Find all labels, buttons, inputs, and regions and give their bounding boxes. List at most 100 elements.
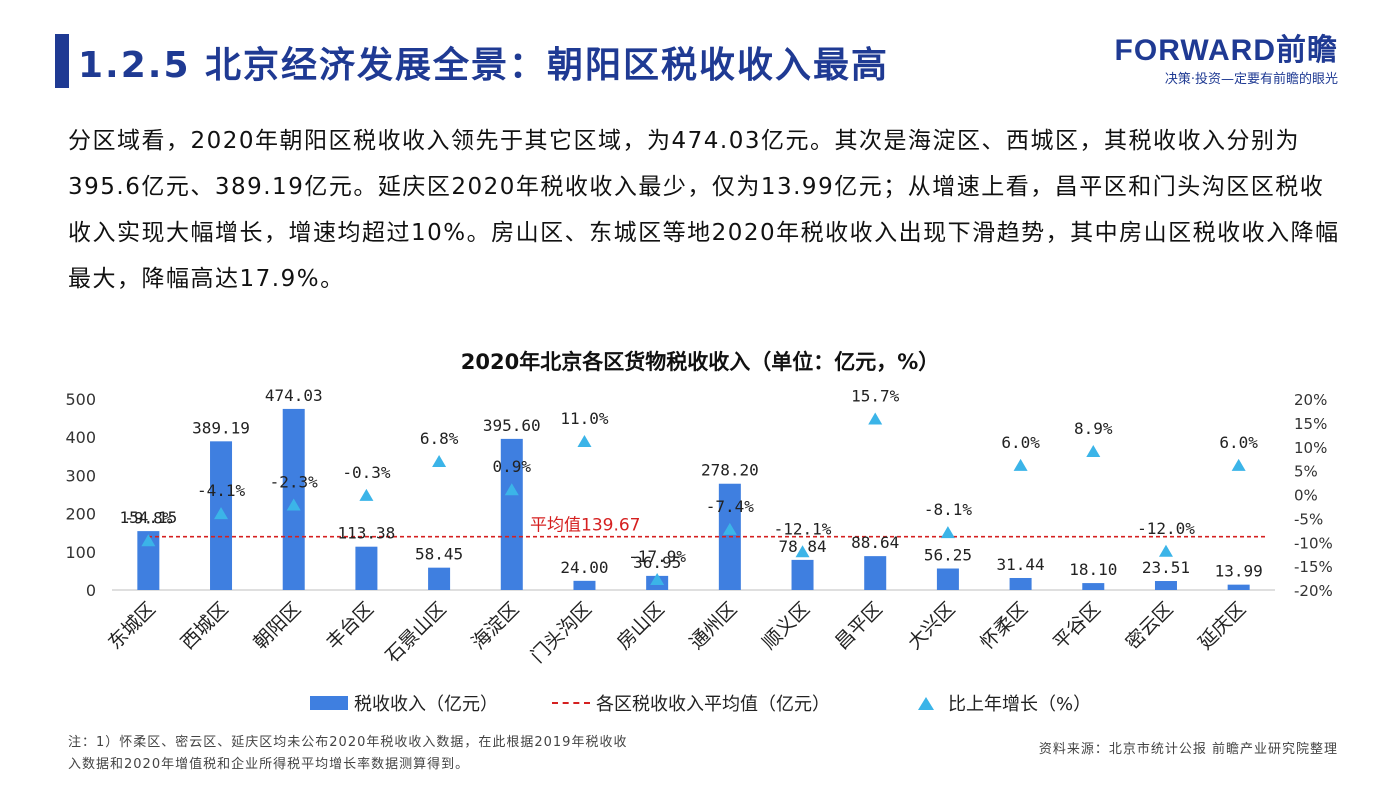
growth-marker <box>722 522 737 535</box>
chart-title: 2020年北京各区货物税收收入（单位：亿元，%） <box>460 350 940 374</box>
bar-value-label: 18.10 <box>1069 560 1117 579</box>
intro-paragraph: 分区域看，2020年朝阳区税收收入领先于其它区域，为474.03亿元。其次是海淀… <box>68 128 1340 292</box>
growth-value-label: 0.9% <box>493 457 532 476</box>
bar-value-label: 474.03 <box>265 386 323 405</box>
growth-marker <box>577 434 592 447</box>
bar-value-label: 31.44 <box>997 555 1045 574</box>
logo-wordmark: FORWARD前瞻 <box>1114 34 1338 67</box>
y-right-tick-label: 0% <box>1294 487 1318 505</box>
growth-value-label: -8.1% <box>924 500 973 519</box>
growth-value-label: 6.0% <box>1001 433 1040 452</box>
x-category-label: 东城区 <box>104 598 160 654</box>
bar <box>428 567 451 590</box>
bar-value-label: 36.95 <box>633 553 681 572</box>
bar <box>864 556 887 590</box>
growth-value-label: -0.3% <box>342 463 391 482</box>
x-category-label: 朝阳区 <box>249 598 305 654</box>
y-left-tick-label: 0 <box>86 581 96 600</box>
growth-marker <box>795 545 810 558</box>
bar <box>791 559 814 590</box>
x-category-label: 大兴区 <box>904 598 960 654</box>
y-right-tick-label: -5% <box>1294 510 1323 528</box>
legend-line-label: 各区税收收入平均值（亿元） <box>596 694 830 715</box>
y-right-tick-label: 20% <box>1294 391 1327 409</box>
x-category-label: 丰台区 <box>322 598 378 654</box>
growth-value-label: 11.0% <box>560 409 609 428</box>
x-category-label: 通州区 <box>686 598 742 654</box>
bar-value-label: 88.64 <box>851 533 899 552</box>
growth-value-label: -12.1% <box>774 519 832 538</box>
growth-marker <box>504 483 519 496</box>
bar-value-label: 395.60 <box>483 416 541 435</box>
legend-marker-item: 比上年增长（%） <box>918 690 1091 716</box>
growth-marker <box>432 455 447 468</box>
x-category-label: 石景山区 <box>381 598 450 667</box>
bar <box>355 546 378 590</box>
x-category-label: 平谷区 <box>1049 598 1105 654</box>
x-category-label: 怀柔区 <box>976 598 1032 654</box>
growth-marker <box>868 412 883 425</box>
bar-value-label: 58.45 <box>415 545 463 564</box>
y-left-tick-label: 300 <box>65 466 96 485</box>
x-category-label: 顺义区 <box>758 598 814 654</box>
legend-line-item: 各区税收收入平均值（亿元） <box>552 690 830 716</box>
bar-value-label: 154.15 <box>119 508 177 527</box>
y-right-tick-label: 15% <box>1294 415 1327 433</box>
chart-legend: 税收收入（亿元） 各区税收收入平均值（亿元） 比上年增长（%） <box>0 690 1400 720</box>
legend-triangle-icon <box>918 696 934 710</box>
growth-marker <box>214 507 229 520</box>
bar <box>573 580 596 590</box>
x-category-label: 延庆区 <box>1194 598 1250 654</box>
y-left-tick-label: 100 <box>65 543 96 562</box>
y-left-tick-label: 200 <box>65 505 96 524</box>
bar-value-label: 113.38 <box>338 524 396 543</box>
growth-marker <box>1013 458 1028 471</box>
growth-value-label: -2.3% <box>270 472 319 491</box>
bar-value-label: 23.51 <box>1142 558 1190 577</box>
growth-value-label: -17.9% <box>628 547 686 566</box>
growth-marker <box>141 534 156 547</box>
bar-value-label: 24.00 <box>560 558 608 577</box>
bar <box>1154 581 1177 590</box>
growth-marker <box>359 488 374 501</box>
bar-value-label: 389.19 <box>192 418 250 437</box>
growth-marker <box>1231 458 1246 471</box>
growth-value-label: -7.4% <box>706 497 755 516</box>
logo-slogan: 决策·投资—定要有前瞻的眼光 <box>1164 72 1338 87</box>
growth-value-label: -12.0% <box>1137 519 1195 538</box>
x-category-label: 密云区 <box>1122 598 1178 654</box>
page-title: 1.2.5 北京经济发展全景：朝阳区税收收入最高 <box>78 45 890 86</box>
y-right-tick-label: -20% <box>1294 582 1333 600</box>
growth-marker <box>286 498 301 511</box>
x-category-label: 昌平区 <box>831 598 887 654</box>
footnote: 注：1）怀柔区、密云区、延庆区均未公布2020年税收收入数据，在此根据2019年… <box>68 732 627 776</box>
bar <box>936 568 959 590</box>
growth-value-label: -4.1% <box>197 481 246 500</box>
bar <box>1082 583 1105 590</box>
y-left-tick-label: 500 <box>65 390 96 409</box>
y-right-tick-label: -15% <box>1294 558 1333 576</box>
x-category-label: 西城区 <box>177 598 233 654</box>
bar-value-label: 13.99 <box>1215 562 1263 581</box>
growth-marker <box>650 572 665 585</box>
title-accent-bar <box>55 34 69 88</box>
growth-value-label: 15.7% <box>851 387 900 406</box>
x-category-label: 海淀区 <box>467 598 523 654</box>
forward-logo: FORWARD前瞻 决策·投资—定要有前瞻的眼光 <box>1114 34 1338 88</box>
bar-value-label: 56.25 <box>924 546 972 565</box>
growth-marker <box>1158 544 1173 557</box>
legend-bar-label: 税收收入（亿元） <box>354 694 498 715</box>
legend-line-swatch <box>552 702 590 704</box>
footnote-line-1: 注：1）怀柔区、密云区、延庆区均未公布2020年税收收入数据，在此根据2019年… <box>68 735 628 750</box>
average-label: 平均值139.67 <box>530 516 640 536</box>
growth-marker <box>940 526 955 539</box>
bar-value-label: 278.20 <box>701 461 759 480</box>
growth-marker <box>1086 445 1101 458</box>
growth-value-label: 6.0% <box>1219 433 1258 452</box>
source-note: 资料来源：北京市统计公报 前瞻产业研究院整理 <box>1038 742 1338 757</box>
legend-bar-item: 税收收入（亿元） <box>310 690 498 716</box>
growth-value-label: 8.9% <box>1074 419 1113 438</box>
growth-value-label: 6.8% <box>420 429 459 448</box>
legend-marker-label: 比上年增长（%） <box>948 694 1092 715</box>
footnote-line-2: 入数据和2020年增值税和企业所得税平均增长率数据测算得到。 <box>68 757 470 772</box>
